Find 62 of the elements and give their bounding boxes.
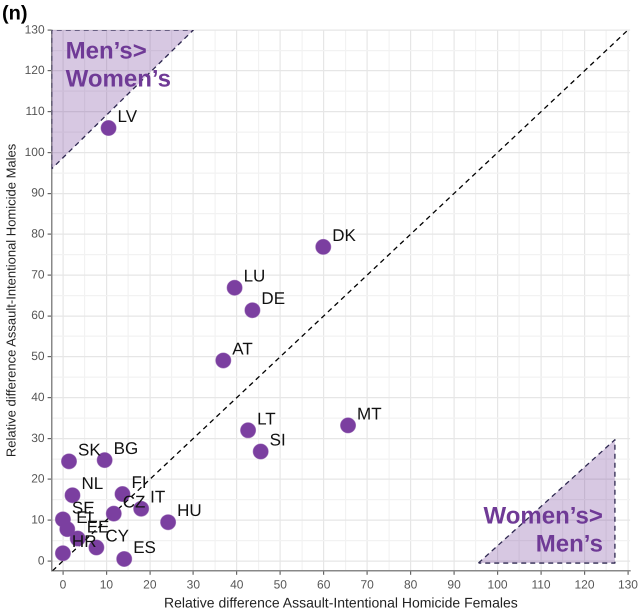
annotation: MT xyxy=(357,404,382,424)
point xyxy=(160,514,176,530)
annotation: NL xyxy=(81,474,104,494)
annotation: BG xyxy=(114,439,138,458)
x-tick-label: 90 xyxy=(447,577,462,592)
annotation: DE xyxy=(261,289,286,308)
annotation: FI xyxy=(131,473,147,492)
x-tick-label: 30 xyxy=(186,577,200,592)
x-tick-label: 0 xyxy=(60,577,67,592)
annotation: LV xyxy=(118,107,138,126)
y-tick-label: 30 xyxy=(31,430,45,445)
point xyxy=(61,453,78,470)
x-tick-label: 120 xyxy=(574,577,595,592)
x-tick-label: 130 xyxy=(618,577,638,592)
y-tick-label: 50 xyxy=(31,349,45,364)
annotation: SI xyxy=(270,430,286,450)
y-tick-label: 110 xyxy=(25,104,45,118)
annotation: AT xyxy=(232,339,253,358)
x-axis-title: Relative difference Assault-Intentional Homicide Females xyxy=(164,594,518,610)
x-tick-label: 40 xyxy=(230,577,244,592)
y-tick-label: 10 xyxy=(31,512,45,526)
x-tick-label: 60 xyxy=(317,577,331,592)
annotation: DK xyxy=(332,226,357,245)
y-tick-label: 80 xyxy=(31,226,45,241)
y-tick-label: 100 xyxy=(24,144,45,159)
y-tick-label: 120 xyxy=(24,63,45,78)
point xyxy=(340,417,356,434)
point xyxy=(215,352,232,368)
x-tick-label: 80 xyxy=(404,577,418,592)
y-tick-label: 90 xyxy=(31,186,45,200)
y-tick-label: 130 xyxy=(24,22,45,36)
x-tick-label: 100 xyxy=(488,577,508,592)
y-axis-title: Relative difference Assault-Intentional Homicide Males xyxy=(3,143,18,458)
point xyxy=(240,422,256,438)
series-label: Men’s> Women’s xyxy=(66,38,171,93)
annotation: ES xyxy=(133,538,156,557)
y-tick-label: 40 xyxy=(31,390,45,404)
point xyxy=(100,120,117,136)
point xyxy=(54,545,71,562)
point xyxy=(64,487,80,504)
y-tick-label: 70 xyxy=(31,267,45,282)
point xyxy=(244,302,260,318)
y-tick-label: 0 xyxy=(38,553,45,568)
point xyxy=(116,550,132,567)
series-label: Women’s> Men’s xyxy=(484,502,603,558)
x-tick-label: 50 xyxy=(274,577,288,592)
y-tick-label: 60 xyxy=(31,308,45,322)
annotation: IT xyxy=(150,488,166,507)
annotation: SK xyxy=(78,440,102,460)
x-tick-label: 70 xyxy=(360,577,374,592)
point xyxy=(226,280,243,296)
point xyxy=(315,238,332,255)
annotation: LT xyxy=(257,409,276,428)
point xyxy=(106,506,122,522)
annotation: HU xyxy=(177,501,202,520)
point xyxy=(252,444,269,460)
chart-title: (n) xyxy=(2,2,28,25)
x-tick-label: 10 xyxy=(100,577,114,592)
x-tick-label: 110 xyxy=(531,577,551,592)
y-tick-label: 20 xyxy=(31,472,45,486)
x-tick-label: 20 xyxy=(143,577,157,592)
annotation: LU xyxy=(244,266,266,286)
